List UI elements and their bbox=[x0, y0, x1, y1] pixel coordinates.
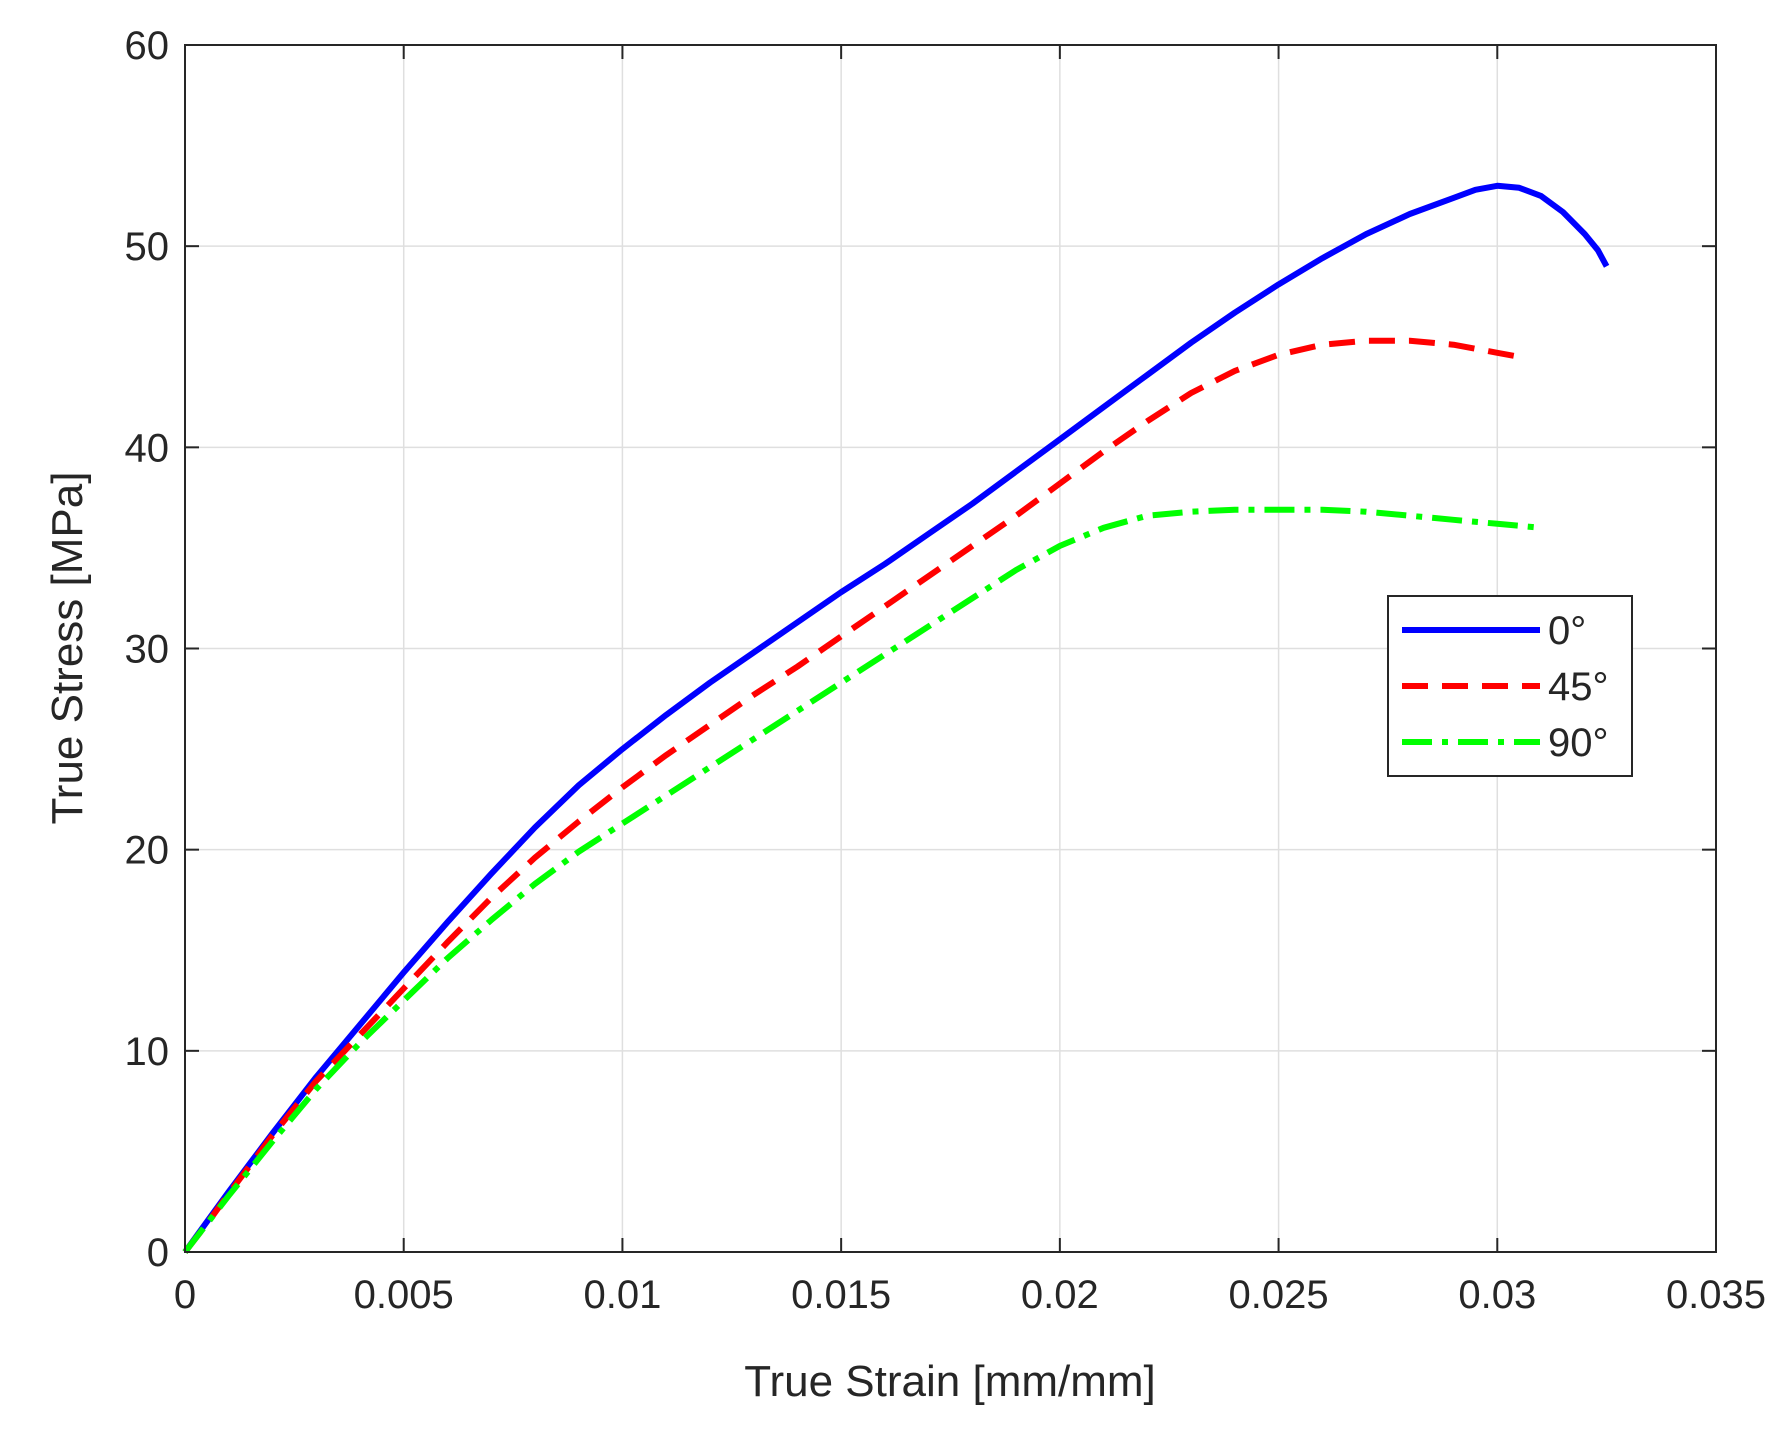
series-layer bbox=[182, 182, 1610, 1254]
tick-labels: 0 0.005 0.01 0.015 0.02 0.025 0.03 0.035 0 10 20 30… bbox=[125, 24, 1767, 1317]
y-tick-label: 0 bbox=[147, 1231, 169, 1275]
legend-box bbox=[1387, 595, 1633, 777]
x-axis-label: True Strain [mm/mm] bbox=[744, 1357, 1156, 1406]
legend: 0° 45° 90° bbox=[1387, 595, 1633, 777]
x-tick-label: 0.025 bbox=[1229, 1273, 1329, 1317]
y-axis-label: True Stress [MPa] bbox=[43, 472, 92, 825]
y-tick-label: 60 bbox=[125, 24, 170, 68]
grid bbox=[185, 45, 1716, 1252]
x-tick-label: 0.03 bbox=[1458, 1273, 1536, 1317]
y-tick-label: 30 bbox=[125, 628, 170, 672]
x-tick-label: 0.02 bbox=[1021, 1273, 1099, 1317]
ticks bbox=[184, 44, 1717, 1253]
legend-label-1: 45° bbox=[1548, 665, 1609, 709]
x-tick-label: 0.005 bbox=[354, 1273, 454, 1317]
y-tick-label: 40 bbox=[125, 426, 170, 470]
legend-label-2: 90° bbox=[1548, 721, 1609, 765]
x-tick-label: 0.015 bbox=[791, 1273, 891, 1317]
y-tick-label: 50 bbox=[125, 225, 170, 269]
y-tick-label: 10 bbox=[125, 1030, 170, 1074]
y-tick-label: 20 bbox=[125, 829, 170, 873]
x-tick-label: 0 bbox=[174, 1273, 196, 1317]
x-tick-label: 0.035 bbox=[1666, 1273, 1766, 1317]
series-line-0 bbox=[182, 182, 1610, 1254]
legend-label-0: 0° bbox=[1548, 609, 1586, 653]
series-line-1 bbox=[182, 337, 1520, 1254]
series-line-2 bbox=[182, 506, 1542, 1254]
x-tick-label: 0.01 bbox=[583, 1273, 661, 1317]
